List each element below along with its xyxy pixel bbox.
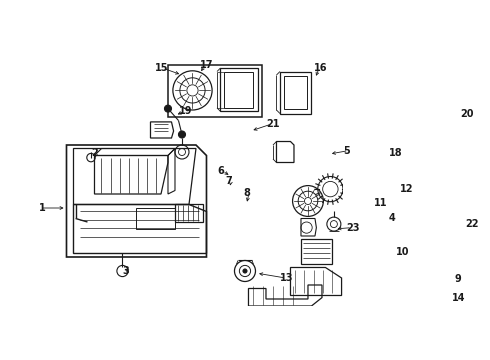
Text: 7: 7 <box>225 176 232 186</box>
Text: 9: 9 <box>455 274 462 284</box>
Circle shape <box>165 105 172 112</box>
Text: 5: 5 <box>343 145 350 156</box>
Circle shape <box>178 131 186 138</box>
Text: 8: 8 <box>244 188 250 198</box>
Text: 19: 19 <box>178 107 192 116</box>
Text: 3: 3 <box>122 266 129 276</box>
Text: 12: 12 <box>400 184 414 194</box>
Text: 13: 13 <box>280 273 294 283</box>
Text: 14: 14 <box>451 293 465 303</box>
Text: 17: 17 <box>199 60 213 70</box>
Text: 18: 18 <box>389 148 402 158</box>
Text: 15: 15 <box>154 63 168 73</box>
Text: 6: 6 <box>217 166 224 176</box>
Text: 1: 1 <box>39 203 46 213</box>
Text: 2: 2 <box>91 148 98 158</box>
Bar <box>137 208 175 229</box>
Text: 20: 20 <box>461 108 474 118</box>
Text: 11: 11 <box>374 198 387 208</box>
Text: 23: 23 <box>346 222 360 233</box>
Text: 21: 21 <box>266 119 279 129</box>
Bar <box>168 64 263 117</box>
Circle shape <box>243 269 247 273</box>
Text: 4: 4 <box>389 213 395 224</box>
Text: 16: 16 <box>314 63 327 73</box>
Text: 22: 22 <box>466 219 479 229</box>
Text: 10: 10 <box>395 247 409 257</box>
